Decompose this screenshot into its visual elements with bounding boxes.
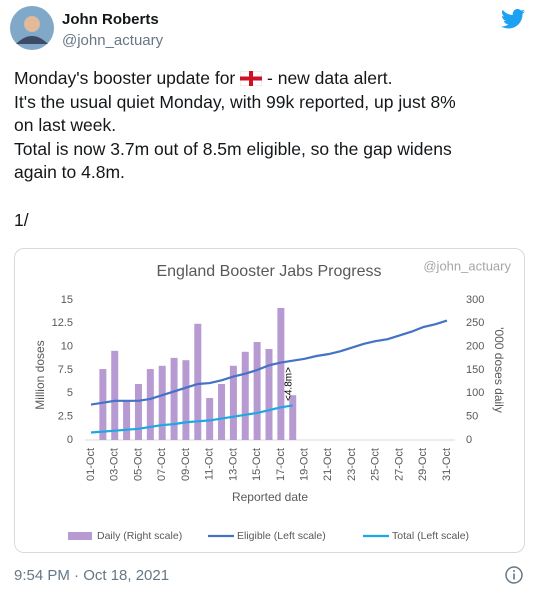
media-card[interactable]: England Booster Jabs Progress @john_actu… [14,248,525,553]
legend-swatch [68,532,92,540]
y-axis-label: Million doses [33,340,47,409]
y2-tick-label: 300 [466,294,484,306]
y2-tick-label: 50 [466,411,478,423]
y-tick-label: 7.5 [58,364,73,376]
y-tick-label: 5 [67,387,73,399]
tweet-text: on last week. [14,115,117,135]
bar [99,369,107,440]
author-handle[interactable]: @john_actuary [62,32,164,49]
bar [146,369,154,440]
bar [111,350,119,440]
tweet-text: It's the usual quiet Monday, with 99k re… [14,92,456,112]
bar [218,384,226,440]
tweet-text: Monday's booster update for [14,68,236,88]
bar [206,398,214,440]
bar [241,351,249,440]
info-icon[interactable] [505,566,523,584]
bar [253,342,261,440]
bar [229,365,237,440]
y-tick-label: 10 [61,341,73,353]
twitter-logo[interactable] [501,9,525,29]
x-tick-label: 03-Oct [109,448,121,481]
legend-label: Daily (Right scale) [97,530,182,542]
bar [170,357,178,440]
line [90,319,448,406]
avatar[interactable] [10,6,54,50]
england-flag [239,70,263,87]
watermark: @john_actuary [423,258,511,273]
x-tick-label: 17-Oct [275,448,287,481]
tweet-text: Total is now 3.7m out of 8.5m eligible, … [14,139,452,159]
x-tick-label: 21-Oct [322,448,334,481]
line [90,404,293,434]
x-tick-label: 05-Oct [132,448,144,481]
x-tick-label: 01-Oct [85,448,97,481]
bar [123,400,131,440]
x-tick-label: 09-Oct [180,448,192,481]
y2-tick-label: 250 [466,317,484,329]
y-tick-label: 12.5 [52,317,73,329]
author-name[interactable]: John Roberts [62,11,159,28]
x-tick-label: 29-Oct [417,448,429,481]
timestamp[interactable]: 9:54 PM · Oct 18, 2021 [14,567,170,584]
x-tick-label: 11-Oct [204,448,216,480]
y-tick-label: 15 [61,294,73,306]
y2-tick-label: 200 [466,341,484,353]
x-tick-label: 25-Oct [370,448,382,481]
bar [194,323,202,440]
chart: England Booster Jabs Progress @john_actu… [33,258,511,542]
bar [134,384,142,440]
y2-tick-label: 150 [466,364,484,376]
legend-label: Eligible (Left scale) [237,530,326,542]
bar [289,395,297,440]
x-tick-label: 27-Oct [393,448,405,481]
tweet-line: Monday's booster update for - new data a… [14,68,393,89]
tweet-text: - new data alert. [267,68,393,88]
tweet-text: 1/ [14,210,29,230]
annotation: <4.8m> [284,367,295,401]
y-tick-label: 2.5 [58,411,73,423]
x-tick-label: 15-Oct [251,448,263,481]
bar [277,307,285,440]
x-axis-label: Reported date [232,490,308,504]
tweet-text: again to 4.8m. [14,162,125,182]
y2-axis-label: '000 doses daily [492,327,506,413]
bar [182,360,190,440]
x-tick-label: 31-Oct [441,448,453,481]
x-tick-label: 13-Oct [227,448,239,481]
x-tick-label: 23-Oct [346,448,358,481]
x-tick-label: 07-Oct [156,448,168,481]
y-tick-label: 0 [67,434,73,446]
bar [158,365,166,440]
legend-label: Total (Left scale) [392,530,469,542]
bar [265,349,273,440]
chart-title: England Booster Jabs Progress [156,263,381,280]
y2-tick-label: 100 [466,387,484,399]
y2-tick-label: 0 [466,434,472,446]
x-tick-label: 19-Oct [299,448,311,481]
